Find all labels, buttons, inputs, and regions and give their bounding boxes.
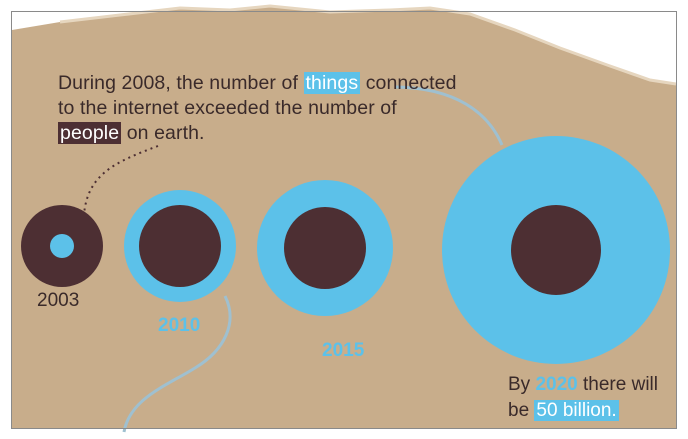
intro-highlight-people: people [58, 122, 122, 144]
intro-part-1: During 2008, the number of [58, 72, 304, 94]
torn-edge [59, 4, 677, 86]
image-border [11, 11, 677, 429]
connector-top [395, 85, 504, 146]
intro-highlight-things: things [303, 72, 361, 94]
year-label-2003: 2003 [37, 290, 80, 311]
year-label-2010: 2010 [158, 315, 201, 336]
circle-2003-inner [50, 234, 74, 258]
intro-text: During 2008, the number of things connec… [58, 71, 458, 146]
outro-amount: 50 billion. [534, 400, 619, 421]
intro-part-3: on earth. [121, 122, 205, 144]
intro-part-2: connected to the internet exceeded the n… [58, 72, 457, 119]
circle-2010-inner [139, 205, 221, 287]
circle-2020-inner [511, 205, 601, 295]
outro-mid: there will be [508, 374, 658, 421]
connector-bottom [122, 295, 232, 433]
connector-dotted [83, 145, 159, 215]
circle-2015-inner [284, 207, 366, 289]
outro-prefix: By [508, 374, 536, 395]
outro-year: 2020 [535, 374, 578, 395]
year-label-2015: 2015 [322, 340, 365, 361]
outro-text: By 2020 there will be 50 billion. [508, 372, 683, 424]
